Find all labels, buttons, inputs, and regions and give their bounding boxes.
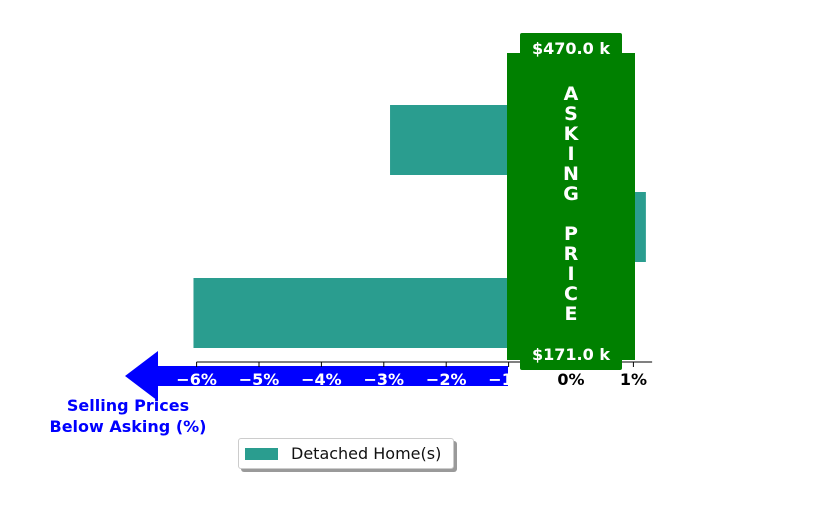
asking-price-letter: G [563,183,579,205]
asking-price-letter: I [567,263,574,285]
top-price-label: $470.0 k [532,39,610,58]
bottom-price-label: $171.0 k [532,345,610,364]
direction-label-line2: Below Asking (%) [49,417,207,436]
asking-price-letter: I [567,143,574,165]
bottom-price-tag [520,342,622,370]
legend-swatch [245,447,278,460]
asking-price-letter: C [564,283,578,305]
x-tick-label: −2% [426,370,467,389]
asking-price-letter: K [564,123,580,145]
x-tick-label: −5% [239,370,280,389]
x-tick-label: −1% [488,370,529,389]
legend-label: Detached Home(s) [291,444,442,463]
asking-price-letter: S [564,103,578,125]
x-tick-label: −6% [176,370,217,389]
x-tick-label: −4% [301,370,342,389]
asking-price-letter: R [564,243,579,265]
direction-label-line1: Selling Prices [66,396,190,415]
x-tick-label: 0% [557,370,584,389]
top-price-tag [520,33,622,61]
x-tick-label: −3% [364,370,405,389]
asking-price-letter: P [564,223,578,245]
direction-arrow [125,351,508,401]
legend: Detached Home(s) [238,438,454,469]
asking-price-panel [507,53,635,360]
direction-label: Selling Prices Below Asking (%) [30,395,226,437]
asking-price-letter: E [565,303,578,325]
asking-price-letter: A [564,83,579,105]
asking-price-letter: N [563,163,579,185]
x-tick-label: 1% [620,370,647,389]
